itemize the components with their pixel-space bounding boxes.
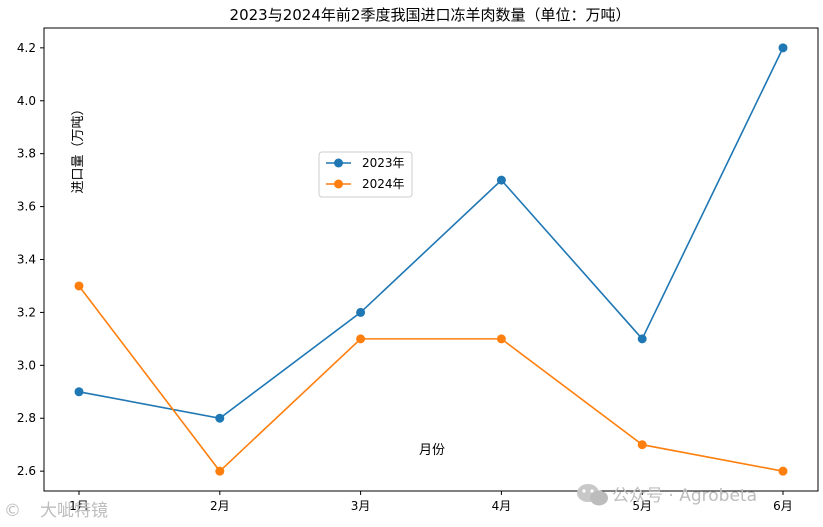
x-tick-label: 3月 (351, 499, 371, 513)
data-point (215, 413, 225, 423)
data-point (778, 43, 788, 53)
chart-title: 2023与2024年前2季度我国进口冻羊肉数量（单位：万吨） (230, 6, 631, 24)
data-point (74, 387, 84, 397)
y-tick-label: 3.4 (17, 253, 36, 267)
y-tick-label: 2.6 (17, 464, 36, 478)
watermark-logo-icon: © (4, 501, 21, 521)
x-tick-label: 2月 (210, 499, 230, 513)
series-line-2 (78, 285, 784, 473)
plot-frame (43, 27, 819, 492)
watermark-right-text: 公众号 · Agrobeta (612, 486, 757, 506)
data-point (356, 307, 366, 317)
y-tick-label: 3.8 (17, 147, 36, 161)
x-tick-label: 6月 (773, 499, 793, 513)
legend: 2023年 2024年 (318, 151, 413, 198)
y-tick-label: 3.0 (17, 358, 36, 372)
y-tick-label: 4.0 (17, 94, 36, 108)
watermark-right: 公众号 · Agrobeta (577, 484, 757, 506)
y-axis-label: 进口量（万吨） (71, 102, 86, 193)
x-tick-label: 4月 (492, 499, 512, 513)
data-point (637, 440, 647, 450)
y-axis: 2.6 2.8 3.0 3.2 3.4 3.6 3.8 4.0 4.2 (17, 41, 44, 478)
watermark-left: © 大呲特镜 (4, 501, 108, 521)
legend-marker-2024 (334, 179, 343, 189)
data-point (637, 334, 647, 344)
x-axis-label: 月份 (419, 443, 445, 458)
wechat-icon (577, 484, 608, 506)
y-tick-label: 2.8 (17, 411, 36, 425)
watermark-left-text: 大呲特镜 (40, 501, 108, 521)
data-point (356, 334, 366, 344)
data-point (74, 281, 84, 291)
legend-label-2023: 2023年 (362, 156, 405, 170)
data-point (496, 334, 506, 344)
x-tick-label: 5月 (632, 499, 652, 513)
x-tick-label: 1月 (69, 499, 89, 513)
series-layer (74, 43, 788, 476)
data-point (496, 175, 506, 185)
data-point (215, 466, 225, 476)
series-line-1 (78, 47, 784, 420)
legend-marker-2023 (334, 158, 343, 168)
x-axis: 1月 2月 3月 4月 5月 6月 (69, 491, 793, 513)
y-tick-label: 3.6 (17, 200, 36, 214)
y-tick-label: 3.2 (17, 305, 36, 319)
y-tick-label: 4.2 (17, 41, 36, 55)
data-point (778, 466, 788, 476)
legend-label-2024: 2024年 (362, 177, 405, 191)
